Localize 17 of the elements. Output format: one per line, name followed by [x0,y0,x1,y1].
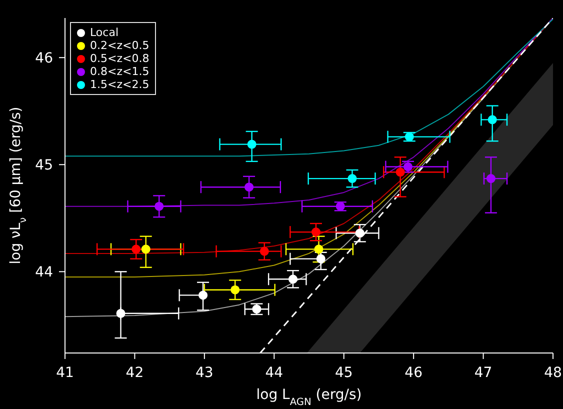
x-tick-label: 46 [404,364,423,381]
legend-label: 1.5<z<2.5 [90,78,150,91]
x-tick-label: 48 [544,364,562,381]
x-tick-label: 45 [334,364,353,381]
y-tick-label: 45 [35,158,53,174]
x-axis-title: log L$_{AGN}$ (erg/s) [256,387,362,408]
y-tick-label: 44 [35,264,54,281]
x-tick-label: 42 [126,364,144,381]
x-tick-label: 43 [196,364,214,381]
legend-label: 0.2<z<0.5 [90,39,150,52]
x-tick-label: 44 [265,364,284,381]
x-tick-label: 41 [56,364,74,381]
legend-label: Local [90,26,119,39]
legend-label: 0.5<z<0.8 [90,52,150,65]
x-tick-label: 47 [474,364,492,381]
legend-label: 0.8<z<1.5 [90,65,150,78]
y-tick-label: 46 [35,50,54,67]
